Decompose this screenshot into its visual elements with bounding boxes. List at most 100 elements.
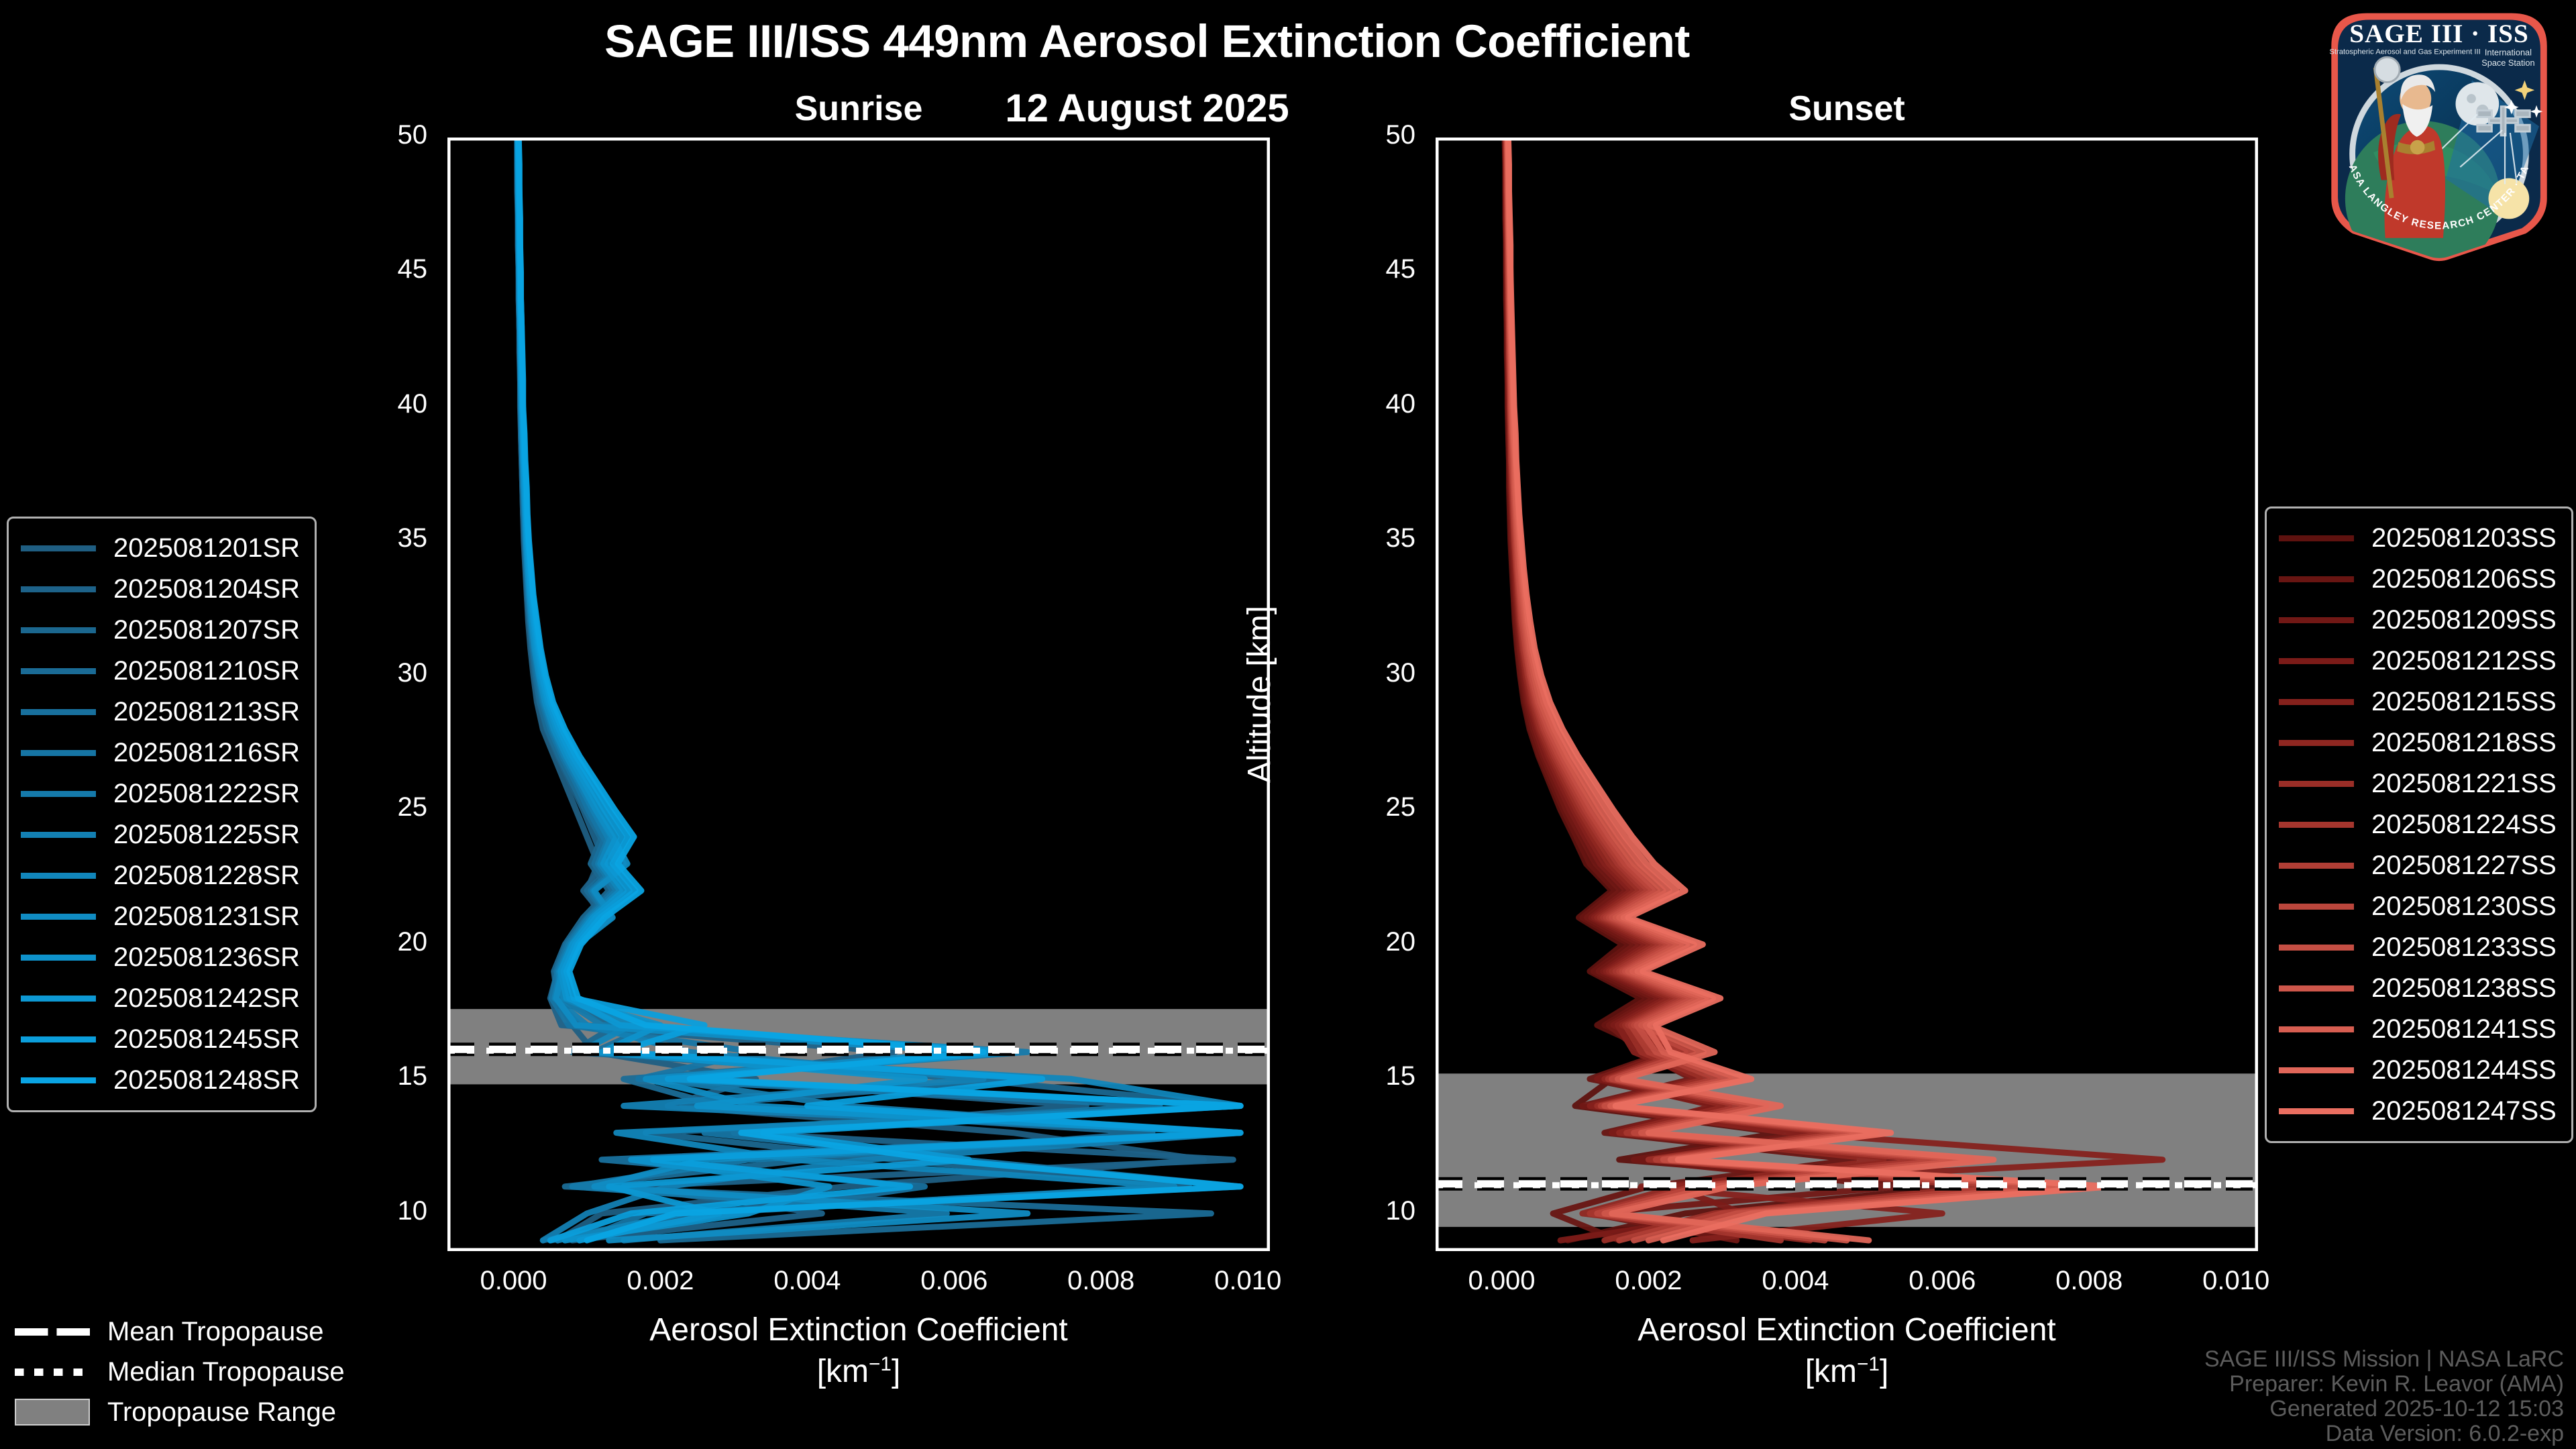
legend-sunrise-item[interactable]: 2025081236SR	[21, 937, 300, 978]
tropopause-dotted-swatch	[15, 1368, 90, 1376]
legend-item-label: 2025081215SS	[2371, 687, 2557, 716]
profile-line	[1505, 138, 2114, 1244]
legend-sunset-item[interactable]: 2025081203SS	[2279, 518, 2557, 559]
legend-item-label: 2025081231SR	[113, 902, 301, 931]
legend-item-label: 2025081221SS	[2371, 769, 2557, 798]
legend-sunset-item[interactable]: 2025081215SS	[2279, 682, 2557, 722]
y-tick-label-sunrise: 20	[397, 926, 428, 957]
x-tick-label-sunrise: 0.006	[920, 1266, 988, 1295]
x-tick-label-sunrise: 0.002	[627, 1266, 694, 1295]
legend-item-label: 2025081212SS	[2371, 646, 2557, 676]
y-tick-label-sunrise: 15	[397, 1061, 428, 1091]
legend-sunset-item[interactable]: 2025081206SS	[2279, 559, 2557, 600]
y-tick-label-sunset: 15	[1385, 1061, 1416, 1091]
legend-sunset-item[interactable]: 2025081221SS	[2279, 763, 2557, 804]
legend-sunset-item[interactable]: 2025081244SS	[2279, 1050, 2557, 1091]
legend-color-swatch	[2279, 617, 2354, 623]
legend-color-swatch	[2279, 904, 2354, 910]
x-tick-label-sunrise: 0.008	[1067, 1266, 1135, 1295]
legend-sunrise-item[interactable]: 2025081245SR	[21, 1019, 300, 1060]
legend-sunset-item[interactable]: 2025081238SS	[2279, 968, 2557, 1009]
legend-sunrise-item[interactable]: 2025081204SR	[21, 569, 300, 610]
legend-sunrise-item[interactable]: 2025081213SR	[21, 692, 300, 733]
legend-sunrise-item[interactable]: 2025081242SR	[21, 978, 300, 1019]
legend-sunset-item[interactable]: 2025081209SS	[2279, 600, 2557, 641]
legend-sunrise-item[interactable]: 2025081231SR	[21, 896, 300, 937]
legend-sunset-item[interactable]: 2025081230SS	[2279, 886, 2557, 927]
y-tick-label-sunset: 25	[1385, 792, 1416, 822]
legend-item-label: 2025081222SR	[113, 779, 301, 808]
legend-color-swatch	[2279, 822, 2354, 828]
tropopause-legend-label: Median Tropopause	[107, 1356, 345, 1387]
tropopause-legend-label: Mean Tropopause	[107, 1316, 324, 1346]
legend-tropopause[interactable]: Mean Tropopause Median Tropopause Tropopau…	[15, 1311, 345, 1432]
legend-color-swatch	[21, 586, 96, 592]
legend-item-label: 2025081210SR	[113, 656, 301, 686]
legend-color-swatch	[21, 955, 96, 961]
x-tick-label-sunset: 0.006	[1909, 1266, 1976, 1295]
y-tick-label-sunrise: 45	[397, 254, 428, 284]
plot-background	[1436, 138, 2258, 1251]
y-tick-label-sunrise: 35	[397, 523, 428, 553]
legend-item-label: 2025081206SS	[2371, 564, 2557, 594]
legend-sunrise-item[interactable]: 2025081216SR	[21, 733, 300, 773]
legend-sunset-item[interactable]: 2025081212SS	[2279, 641, 2557, 682]
y-tick-label-sunset: 40	[1385, 388, 1416, 419]
legend-sunrise-item[interactable]: 2025081201SR	[21, 528, 300, 569]
legend-sunrise-item[interactable]: 2025081228SR	[21, 855, 300, 896]
legend-item-label: 2025081238SS	[2371, 973, 2557, 1003]
legend-color-swatch	[21, 668, 96, 674]
legend-color-swatch	[21, 1077, 96, 1083]
legend-sunset-item[interactable]: 2025081218SS	[2279, 722, 2557, 763]
footer-line: Data Version: 6.0.2-exp	[2325, 1421, 2564, 1446]
legend-item-label: 2025081227SS	[2371, 851, 2557, 880]
legend-item-label: 2025081216SR	[113, 738, 301, 767]
legend-sunrise-item[interactable]: 2025081207SR	[21, 610, 300, 651]
legend-item-label: 2025081224SS	[2371, 810, 2557, 839]
legend-sunrise-item[interactable]: 2025081210SR	[21, 651, 300, 692]
legend-color-swatch	[2279, 740, 2354, 746]
footer-credits: SAGE III/ISS Mission | NASA LaRC Preparer…	[2204, 1347, 2564, 1446]
legend-item-label: 2025081213SR	[113, 697, 301, 727]
legend-sunrise-item[interactable]: 2025081225SR	[21, 814, 300, 855]
x-axis-unit-sunset: [km−1]	[1805, 1353, 1889, 1389]
x-tick-label-sunset: 0.010	[2202, 1266, 2270, 1295]
legend-item-label: 2025081203SS	[2371, 523, 2557, 553]
legend-sunset-item[interactable]: 2025081227SS	[2279, 845, 2557, 886]
y-tick-label-sunset: 30	[1385, 657, 1416, 688]
tropopause-legend-item[interactable]: Mean Tropopause	[15, 1311, 345, 1352]
plot-frame	[1436, 138, 2258, 1251]
legend-color-swatch	[2279, 1067, 2354, 1073]
legend-item-label: 2025081245SR	[113, 1024, 301, 1054]
legend-sunset-item[interactable]: 2025081241SS	[2279, 1009, 2557, 1050]
tropopause-legend-label: Tropopause Range	[107, 1397, 336, 1427]
legend-color-swatch	[21, 1036, 96, 1042]
page-title: SAGE III/ISS 449nm Aerosol Extinction Co…	[604, 15, 1690, 67]
x-tick-label-sunrise: 0.004	[773, 1266, 841, 1295]
legend-sunrise-item[interactable]: 2025081222SR	[21, 773, 300, 814]
tropopause-legend-item[interactable]: Median Tropopause	[15, 1352, 345, 1392]
tropopause-legend-item[interactable]: Tropopause Range	[15, 1392, 345, 1432]
legend-sunrise-item[interactable]: 2025081248SR	[21, 1060, 300, 1101]
sunrise-plot	[447, 138, 1270, 1251]
legend-color-swatch	[21, 873, 96, 879]
legend-color-swatch	[2279, 1108, 2354, 1114]
legend-sunset-item[interactable]: 2025081224SS	[2279, 804, 2557, 845]
legend-item-label: 2025081218SS	[2371, 728, 2557, 757]
legend-color-swatch	[21, 709, 96, 715]
x-tick-label-sunset: 0.000	[1468, 1266, 1536, 1295]
legend-sunset[interactable]: 2025081203SS 2025081206SS 2025081209SS 2025…	[2265, 506, 2573, 1143]
x-tick-label-sunset: 0.004	[1762, 1266, 1829, 1295]
legend-color-swatch	[2279, 576, 2354, 582]
legend-color-swatch	[2279, 1026, 2354, 1032]
legend-sunset-item[interactable]: 2025081247SS	[2279, 1091, 2557, 1132]
legend-sunset-item[interactable]: 2025081233SS	[2279, 927, 2557, 968]
panel-title-sunrise: Sunrise	[794, 89, 923, 128]
legend-color-swatch	[21, 627, 96, 633]
sage-iii-iss-logo: BALL · NASA LANGLEY RESEARCH CENTER · TA…	[2329, 13, 2547, 262]
legend-color-swatch	[21, 832, 96, 838]
legend-sunrise[interactable]: 2025081201SR 2025081204SR 2025081207SR 2025…	[7, 517, 317, 1112]
x-axis-title-sunset: Aerosol Extinction Coefficient	[1638, 1312, 2056, 1348]
legend-color-swatch	[2279, 945, 2354, 951]
